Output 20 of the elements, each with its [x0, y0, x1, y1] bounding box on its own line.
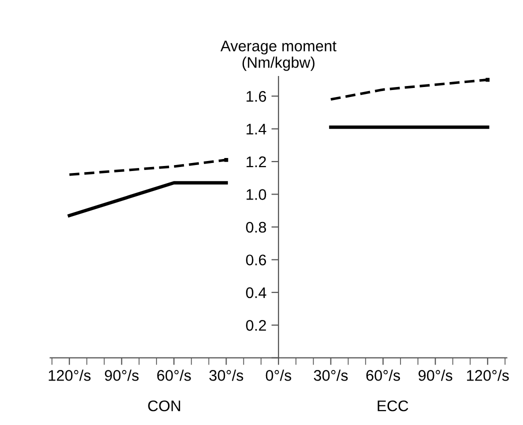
- y-tick-label: 0.6: [246, 254, 266, 266]
- y-tick-label: 1.6: [246, 90, 266, 102]
- y-tick-label: 0.2: [246, 320, 266, 331]
- y-axis-title: Average moment (Nm/kgbw): [220, 40, 336, 71]
- x-tick-label: 30°/s: [209, 370, 244, 381]
- y-tick-label: 1.2: [246, 156, 266, 168]
- x-tick-label: 30°/s: [314, 370, 348, 381]
- y-tick-label: 1.0: [246, 189, 266, 200]
- x-tick-label: 90°/s: [418, 370, 452, 381]
- y-tick-label: 0.8: [246, 222, 266, 233]
- x-tick-label: 60°/s: [366, 370, 400, 381]
- x-tick-label: 60°/s: [157, 370, 191, 381]
- text: ECC: [378, 400, 408, 412]
- x-tick-label: 120°/s: [467, 370, 509, 381]
- x-tick-label: 120°/s: [48, 370, 91, 381]
- x-tick-label: 90°/s: [104, 370, 139, 381]
- y-tick-label: 0.4: [246, 287, 266, 298]
- y-tick-label: 1.4: [246, 124, 266, 134]
- text: CON: [148, 400, 180, 412]
- x-tick-label: 0°/s: [266, 370, 292, 381]
